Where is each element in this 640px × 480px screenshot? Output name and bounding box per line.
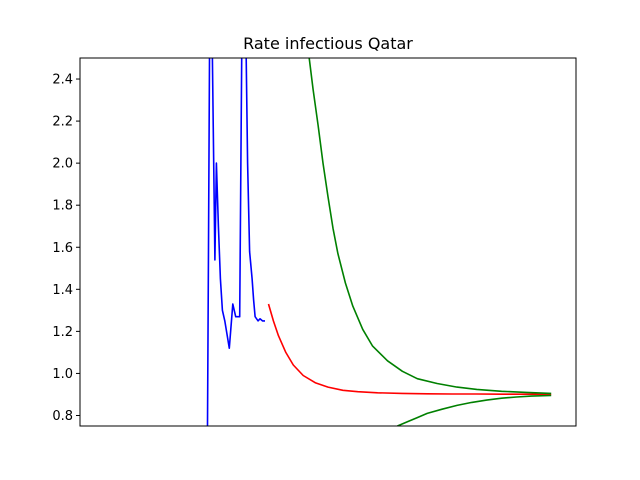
y-tick-label: 1.8 <box>52 199 73 214</box>
y-tick-label: 1.4 <box>52 283 73 298</box>
y-tick-label: 2.4 <box>52 73 73 88</box>
series-line-2 <box>267 303 552 396</box>
y-axis: 0.8 1.0 1.2 1.4 1.6 1.8 2.0 2.2 2.4 <box>52 73 80 424</box>
series-layer <box>206 58 552 426</box>
y-tick-label: 0.8 <box>52 409 73 424</box>
y-tick-label: 2.0 <box>52 157 73 172</box>
series-line-3 <box>308 58 552 395</box>
series-line-1 <box>206 58 265 426</box>
plot-background <box>80 58 576 426</box>
y-tick-label: 1.2 <box>52 325 73 340</box>
series-line-4 <box>397 394 552 426</box>
y-tick-label: 1.0 <box>52 367 73 382</box>
plot-frame <box>79 57 577 427</box>
y-tick-label: 1.6 <box>52 241 73 256</box>
chart-title: Rate infectious Qatar <box>243 34 413 53</box>
y-tick-label: 2.2 <box>52 115 73 130</box>
